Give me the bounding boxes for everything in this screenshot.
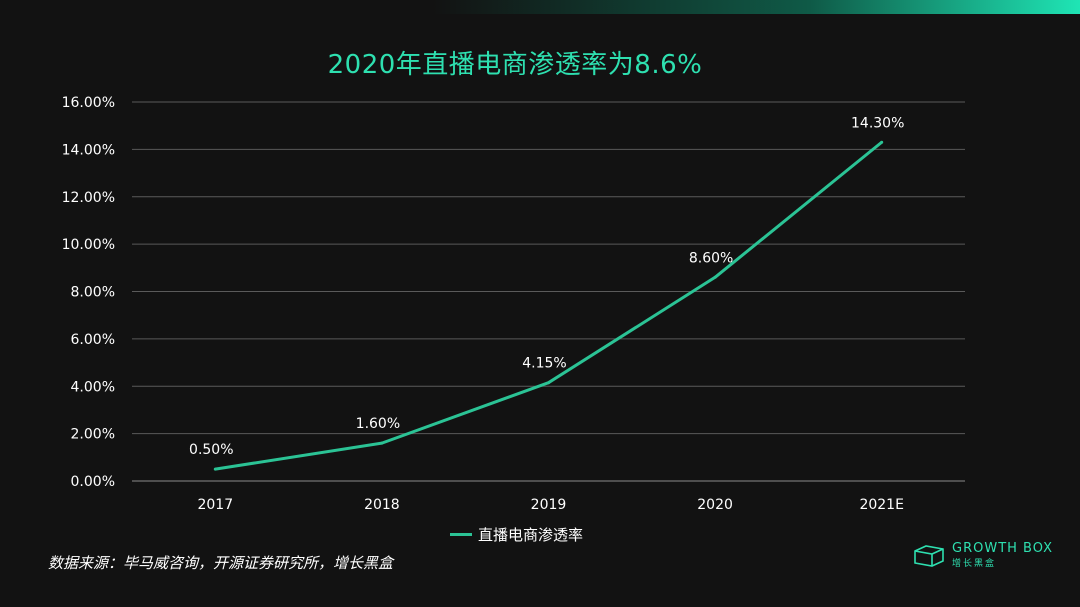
data-label: 1.60% [356,416,400,432]
data-label: 14.30% [851,115,904,131]
x-tick-label: 2019 [531,497,567,513]
data-point [213,467,217,471]
source-note: 数据来源：毕马威咨询，开源证券研究所，增长黑盒 [48,554,394,572]
brand-logo: GROWTH BOX 增长黑盒 [912,542,1053,569]
data-point [880,140,884,144]
y-tick-label: 12.00% [62,190,115,206]
growth-box-icon [914,544,944,567]
top-accent-bar [0,0,1080,14]
y-tick-label: 4.00% [71,379,115,395]
y-tick-label: 0.00% [71,474,115,490]
brand-sub: 增长黑盒 [952,559,997,569]
data-label: 0.50% [189,442,233,458]
brand-name: GROWTH BOX [952,541,1054,556]
legend-swatch [450,533,472,536]
y-tick-label: 6.00% [71,332,115,348]
data-point [713,275,717,279]
x-tick-label: 2018 [364,497,400,513]
y-tick-label: 14.00% [62,142,115,158]
data-label: 4.15% [522,356,566,372]
data-label: 8.60% [689,250,733,266]
legend-label: 直播电商渗透率 [478,526,584,544]
x-tick-label: 2017 [197,497,233,513]
y-tick-label: 2.00% [71,427,115,443]
series-line [215,141,883,471]
y-tick-label: 8.00% [71,285,115,301]
chart-title: 2020年直播电商渗透率为8.6% [327,50,703,80]
y-tick-label: 16.00% [62,95,115,111]
x-tick-label: 2020 [697,497,733,513]
y-tick-label: 10.00% [62,237,115,253]
data-point [547,381,550,385]
legend: 直播电商渗透率 [450,524,583,545]
data-point [380,441,384,445]
x-tick-label: 2021E [859,497,903,513]
